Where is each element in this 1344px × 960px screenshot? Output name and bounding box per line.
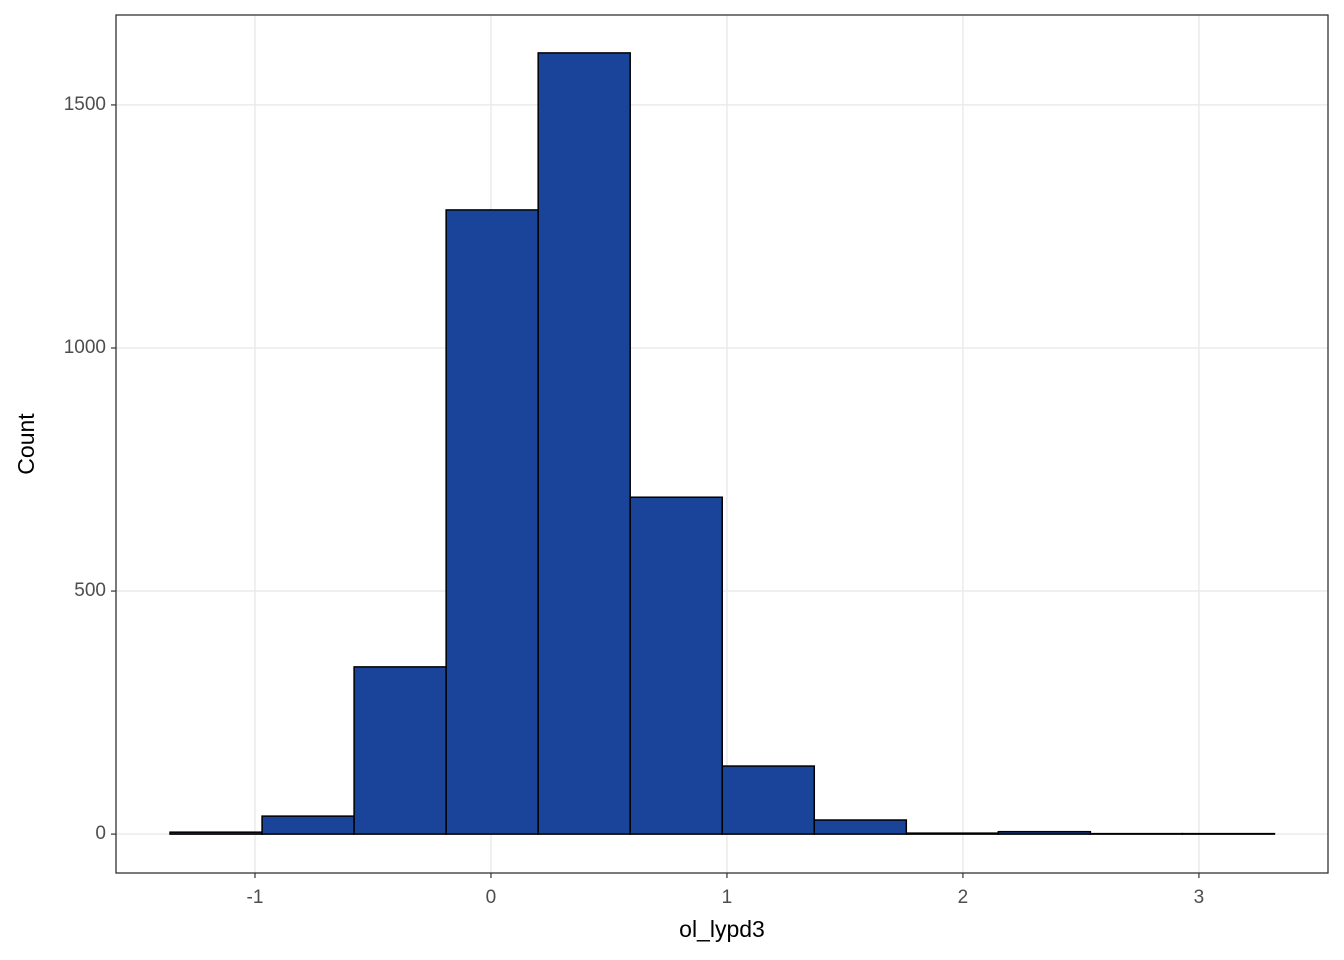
bar	[997, 830, 1092, 835]
y-tick-label: 0	[95, 823, 106, 844]
x-tick-label: 2	[958, 887, 969, 908]
y-tick-label: 1000	[64, 337, 106, 358]
bar	[169, 831, 263, 835]
x-tick-label: 1	[722, 887, 733, 908]
bar	[445, 209, 539, 835]
bar	[813, 819, 908, 835]
bar	[629, 496, 723, 835]
bar	[905, 832, 1000, 835]
bar	[721, 765, 816, 835]
bar	[261, 815, 355, 835]
y-tick-label: 500	[74, 580, 106, 601]
panel-border	[115, 14, 1329, 874]
x-tick-label: -1	[247, 887, 264, 908]
x-tick-label: 0	[486, 887, 497, 908]
x-tick-label: 3	[1194, 887, 1205, 908]
x-axis-label: ol_lypd3	[679, 916, 765, 942]
y-axis-label: Count	[13, 413, 39, 475]
y-tick-label: 1500	[64, 94, 106, 115]
bar	[353, 666, 447, 835]
bar	[537, 52, 631, 835]
